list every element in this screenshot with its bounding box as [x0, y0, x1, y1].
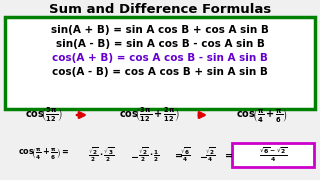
Text: sin(A - B) = sin A cos B - cos A sin B: sin(A - B) = sin A cos B - cos A sin B [56, 39, 264, 49]
Text: sin(A + B) = sin A cos B + cos A sin B: sin(A + B) = sin A cos B + cos A sin B [51, 25, 269, 35]
Text: $\mathbf{-}$: $\mathbf{-}$ [130, 150, 139, 159]
Text: $\mathbf{-}$: $\mathbf{-}$ [199, 150, 208, 159]
Text: $\mathbf{cos\!\left(\frac{\pi}{4}+\frac{\pi}{6}\right)=}$: $\mathbf{cos\!\left(\frac{\pi}{4}+\frac{… [18, 147, 69, 163]
Text: Sum and Difference Formulas: Sum and Difference Formulas [49, 3, 271, 15]
Text: cos(A + B) = cos A cos B - sin A sin B: cos(A + B) = cos A cos B - sin A sin B [52, 53, 268, 63]
Text: cos(A - B) = cos A cos B + sin A sin B: cos(A - B) = cos A cos B + sin A sin B [52, 67, 268, 77]
Text: $\mathbf{=}$: $\mathbf{=}$ [173, 150, 184, 159]
Text: $\mathbf{cos\!\left(\frac{3\pi}{12}+\frac{2\pi}{12}\right)}$: $\mathbf{cos\!\left(\frac{3\pi}{12}+\fra… [119, 106, 180, 124]
Text: $\mathbf{cos\!\left(\frac{\pi}{4}+\frac{\pi}{6}\right)}$: $\mathbf{cos\!\left(\frac{\pi}{4}+\frac{… [236, 107, 288, 123]
Text: $\mathbf{\frac{\sqrt{2}}{4}}$: $\mathbf{\frac{\sqrt{2}}{4}}$ [205, 146, 216, 164]
Text: $\mathbf{\frac{\sqrt{6}}{4}}$: $\mathbf{\frac{\sqrt{6}}{4}}$ [180, 146, 191, 164]
Text: $\mathbf{cos\!\left(\frac{5\pi}{12}\right)}$: $\mathbf{cos\!\left(\frac{5\pi}{12}\righ… [25, 106, 63, 124]
Text: $\mathbf{\frac{\sqrt{2}}{2}\cdot\frac{1}{2}}$: $\mathbf{\frac{\sqrt{2}}{2}\cdot\frac{1}… [138, 146, 160, 164]
Text: $\mathbf{\frac{\sqrt{6}-\sqrt{2}}{4}}$: $\mathbf{\frac{\sqrt{6}-\sqrt{2}}{4}}$ [259, 146, 287, 164]
FancyBboxPatch shape [5, 17, 315, 109]
Text: $\mathbf{=}$: $\mathbf{=}$ [223, 150, 234, 159]
Text: $\mathbf{\frac{\sqrt{2}}{2}\cdot\frac{\sqrt{3}}{2}}$: $\mathbf{\frac{\sqrt{2}}{2}\cdot\frac{\s… [88, 146, 115, 164]
FancyBboxPatch shape [232, 143, 314, 167]
